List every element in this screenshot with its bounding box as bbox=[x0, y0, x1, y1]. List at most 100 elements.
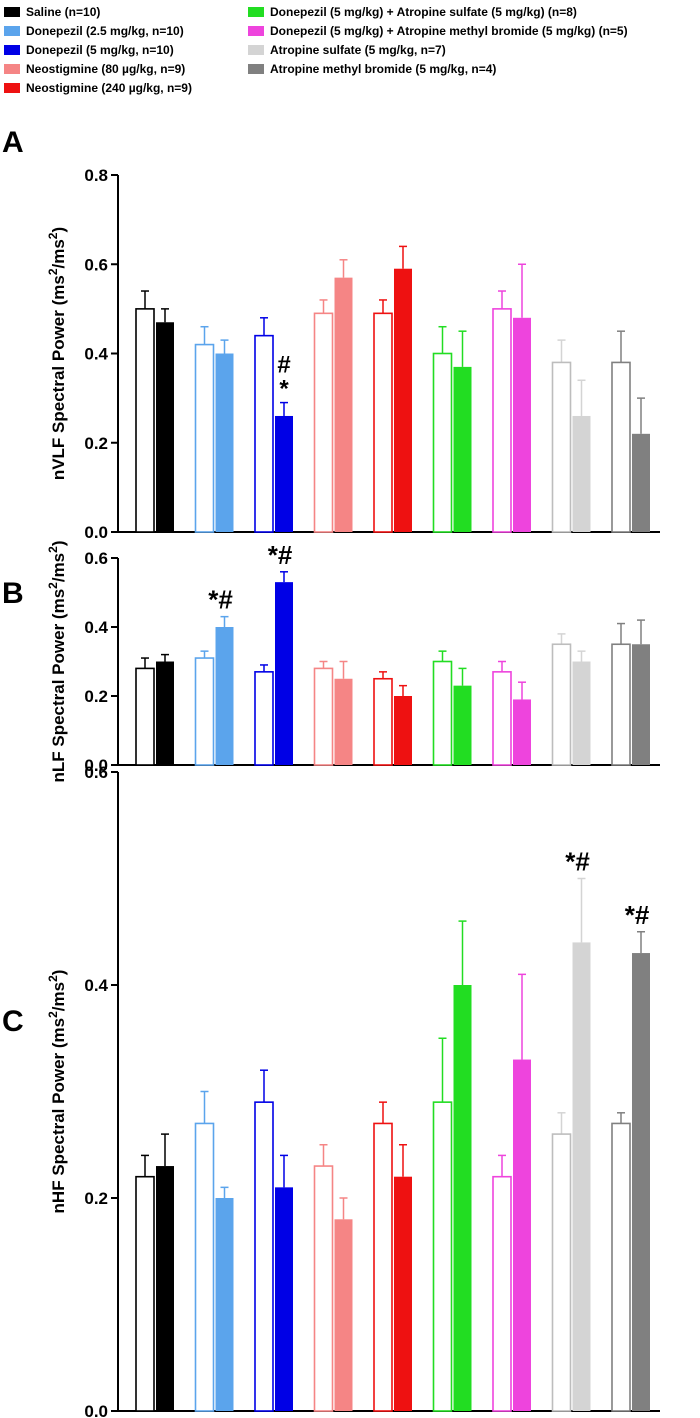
legend-item: Neostigmine (80 µg/kg, n=9) bbox=[4, 61, 185, 77]
legend-label: Neostigmine (240 µg/kg, n=9) bbox=[26, 81, 192, 95]
y-axis-label: nVLF Spectral Power (ms2/ms2) bbox=[46, 227, 68, 480]
bar-filled bbox=[334, 678, 353, 765]
bar-filled bbox=[572, 942, 591, 1411]
legend-item: Atropine sulfate (5 mg/kg, n=7) bbox=[248, 42, 446, 58]
bar-filled bbox=[275, 1187, 293, 1411]
legend-item: Donepezil (2.5 mg/kg, n=10) bbox=[4, 23, 184, 39]
bar-filled bbox=[453, 985, 472, 1411]
bar-filled bbox=[215, 627, 234, 765]
panel-letter: B bbox=[2, 577, 24, 610]
y-axis-label-part: ) bbox=[49, 227, 68, 233]
bar-open bbox=[373, 312, 393, 533]
bar-filled bbox=[156, 322, 174, 532]
legend-item: Saline (n=10) bbox=[4, 4, 100, 20]
bar-open bbox=[492, 308, 512, 533]
legend-label: Donepezil (5 mg/kg) + Atropine methyl br… bbox=[270, 24, 628, 38]
bar-open bbox=[432, 352, 453, 533]
bar-open bbox=[313, 312, 334, 533]
y-axis-label-part: 2 bbox=[46, 232, 60, 239]
bar-open bbox=[432, 1101, 453, 1412]
bar-filled bbox=[453, 366, 472, 532]
bar-filled bbox=[334, 277, 353, 532]
panel-letter: C bbox=[2, 1005, 24, 1038]
bar-filled bbox=[394, 1176, 412, 1411]
legend-label: Neostigmine (80 µg/kg, n=9) bbox=[26, 62, 186, 76]
y-tick-label: 0.0 bbox=[84, 1402, 108, 1418]
y-axis-label: nHF Spectral Power (ms2/ms2) bbox=[46, 970, 68, 1214]
legend-swatch bbox=[248, 45, 264, 55]
bar-filled bbox=[513, 1059, 531, 1411]
bar-open bbox=[373, 677, 393, 766]
bar-open bbox=[194, 1122, 215, 1412]
bar-filled bbox=[572, 415, 591, 532]
bar-open bbox=[611, 643, 631, 766]
legend-label: Saline (n=10) bbox=[26, 5, 101, 19]
legend-item: Atropine methyl bromide (5 mg/kg, n=4) bbox=[248, 61, 496, 77]
bar-filled bbox=[156, 661, 174, 765]
y-tick-label: 0.4 bbox=[84, 618, 108, 637]
legend-swatch bbox=[248, 7, 264, 17]
bar-open bbox=[313, 1165, 334, 1412]
bar-open bbox=[135, 308, 155, 533]
y-axis-label-part: ) bbox=[49, 970, 68, 976]
bar-open bbox=[254, 1101, 274, 1412]
bar-open bbox=[313, 667, 334, 766]
bar-filled bbox=[334, 1219, 353, 1411]
bar-open bbox=[194, 343, 215, 533]
bar-filled bbox=[394, 696, 412, 765]
bar-open bbox=[611, 1122, 631, 1412]
bar-open bbox=[432, 660, 453, 766]
y-axis-label-part: ) bbox=[49, 540, 68, 546]
bar-open bbox=[254, 334, 274, 533]
y-tick-label: 0.2 bbox=[84, 1189, 108, 1208]
significance-annotation: *# bbox=[565, 847, 590, 877]
y-tick-label: 0.6 bbox=[84, 549, 108, 568]
legend-item: Donepezil (5 mg/kg) + Atropine sulfate (… bbox=[248, 4, 577, 20]
y-axis-label-part: /ms bbox=[49, 239, 68, 268]
y-axis-label-part: nLF Spectral Power (ms bbox=[49, 589, 68, 783]
significance-annotation: *# bbox=[268, 540, 293, 570]
y-tick-label: 0.8 bbox=[84, 166, 108, 185]
bar-filled bbox=[275, 415, 293, 532]
bar-open bbox=[492, 1175, 512, 1412]
bar-open bbox=[492, 671, 512, 766]
legend-label: Donepezil (2.5 mg/kg, n=10) bbox=[26, 24, 184, 38]
bar-filled bbox=[394, 268, 412, 532]
bar-filled bbox=[632, 644, 650, 765]
legend-label: Atropine sulfate (5 mg/kg, n=7) bbox=[270, 43, 446, 57]
bar-open bbox=[373, 1122, 393, 1412]
y-axis-label-part: 2 bbox=[46, 268, 60, 275]
significance-annotation: *# bbox=[625, 900, 650, 930]
bar-filled bbox=[572, 661, 591, 765]
bar-filled bbox=[513, 699, 531, 765]
bar-filled bbox=[215, 353, 234, 532]
bar-filled bbox=[275, 582, 293, 765]
bar-filled bbox=[156, 1166, 174, 1411]
bar-open bbox=[551, 1133, 572, 1412]
legend-label: Donepezil (5 mg/kg) + Atropine sulfate (… bbox=[270, 5, 577, 19]
y-tick-label: 0.6 bbox=[84, 255, 108, 274]
panel-letter: A bbox=[2, 126, 24, 159]
bar-open bbox=[551, 643, 572, 766]
bar-filled bbox=[453, 685, 472, 765]
significance-annotation-line: # bbox=[277, 352, 290, 379]
y-axis-label-part: nHF Spectral Power (ms bbox=[49, 1018, 68, 1214]
significance-annotation-line: * bbox=[279, 376, 289, 403]
y-tick-label: 0.0 bbox=[84, 523, 108, 542]
bar-filled bbox=[215, 1198, 234, 1411]
significance-annotation: *# bbox=[208, 585, 233, 615]
y-tick-label: 0.0 bbox=[84, 756, 108, 775]
bar-open bbox=[194, 657, 215, 766]
legend-item: Donepezil (5 mg/kg) + Atropine methyl br… bbox=[248, 23, 628, 39]
y-axis-label-part: nVLF Spectral Power (ms bbox=[49, 275, 68, 480]
legend-label: Donepezil (5 mg/kg, n=10) bbox=[26, 43, 174, 57]
y-tick-label: 0.6 bbox=[84, 763, 108, 782]
y-axis-label-part: /ms bbox=[49, 553, 68, 582]
y-axis-label-part: 2 bbox=[46, 582, 60, 589]
legend-item: Donepezil (5 mg/kg, n=10) bbox=[4, 42, 174, 58]
legend-label: Atropine methyl bromide (5 mg/kg, n=4) bbox=[270, 62, 497, 76]
